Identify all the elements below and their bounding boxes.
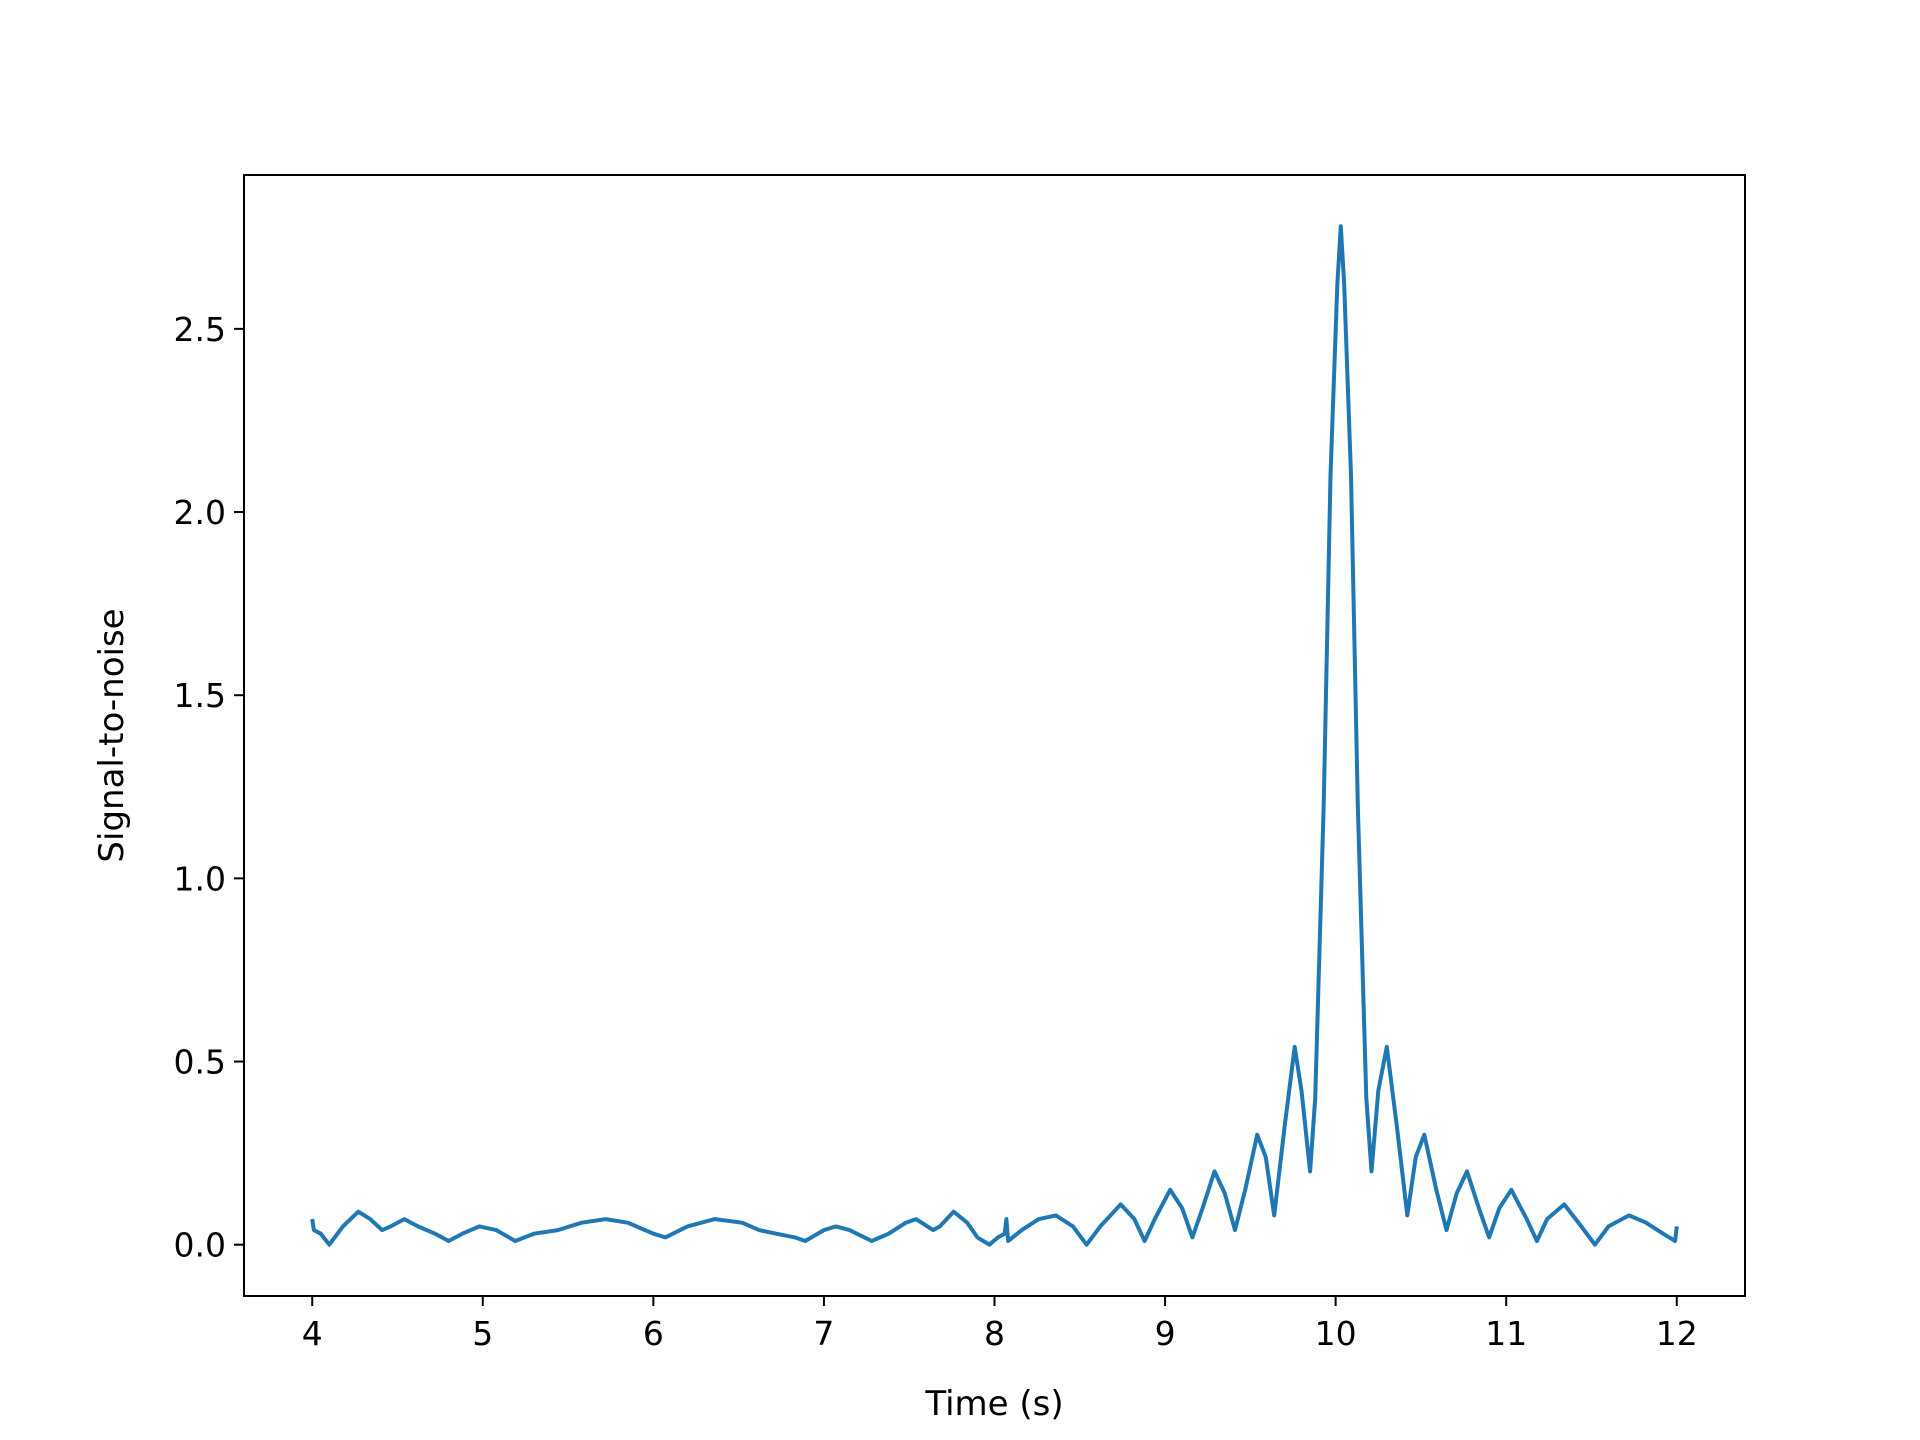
x-tick-label: 8 [984, 1314, 1005, 1353]
x-tick-label: 12 [1656, 1314, 1698, 1353]
x-axis: 4 5 6 7 8 9 10 11 12 [302, 1296, 1698, 1353]
y-axis-label: Signal-to-noise [92, 608, 132, 862]
x-axis-label: Time (s) [924, 1384, 1063, 1424]
x-tick-label: 9 [1155, 1314, 1176, 1353]
y-tick-label: 0.5 [174, 1043, 226, 1082]
x-tick-label: 7 [813, 1314, 834, 1353]
axes-frame [243, 174, 1746, 1297]
plot-area [310, 224, 1679, 1247]
x-tick-label: 4 [302, 1314, 323, 1353]
x-tick-label: 10 [1315, 1314, 1357, 1353]
x-tick-label: 11 [1485, 1314, 1527, 1353]
series-line [310, 224, 1679, 1247]
y-tick-label: 2.0 [174, 493, 226, 532]
y-tick-label: 1.0 [174, 859, 226, 898]
y-tick-label: 1.5 [174, 676, 226, 715]
y-axis: 0.0 0.5 1.0 1.5 2.0 2.5 [174, 310, 244, 1265]
y-tick-label: 0.0 [174, 1226, 226, 1265]
x-tick-label: 5 [472, 1314, 493, 1353]
x-tick-label: 6 [643, 1314, 664, 1353]
y-tick-label: 2.5 [174, 310, 226, 349]
